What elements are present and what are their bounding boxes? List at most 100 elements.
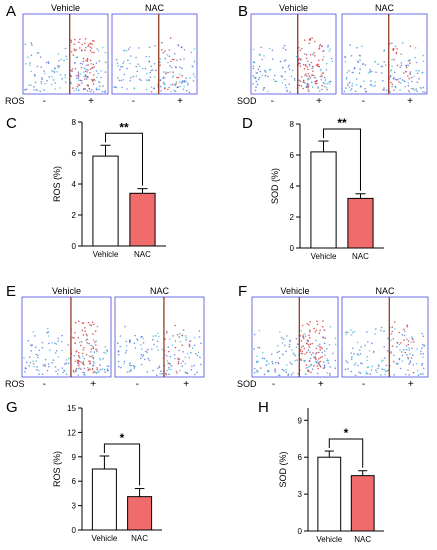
facs-dot — [79, 73, 82, 75]
facs-dot — [399, 367, 402, 370]
facs-dot — [284, 344, 286, 347]
facs-dot — [413, 75, 416, 78]
facs-dot-positive — [405, 71, 407, 73]
facs-dot — [197, 351, 200, 354]
facs-dot — [352, 331, 354, 334]
facs-frame — [341, 13, 428, 95]
facs-dot — [134, 365, 136, 368]
sign-positive: + — [90, 379, 96, 390]
facs-dot — [53, 71, 56, 73]
facs-dot — [148, 61, 150, 63]
facs-dot — [422, 91, 424, 93]
facs-frame — [22, 13, 109, 95]
facs-dot — [400, 53, 403, 55]
facs-dot — [275, 80, 278, 83]
facs-dot — [349, 44, 352, 46]
facs-dot — [303, 53, 306, 55]
facs-dot-positive — [72, 369, 75, 372]
facs-dot-positive — [91, 368, 94, 370]
facs-dot-positive — [74, 67, 77, 70]
facs-dot — [278, 357, 281, 359]
facs-dot — [186, 372, 188, 375]
significance-label: * — [120, 431, 125, 445]
facs-dot-positive — [321, 88, 323, 91]
facs-dot — [408, 59, 411, 62]
facs-dot — [417, 369, 419, 372]
facs-dot — [58, 65, 61, 67]
facs-dot-positive — [83, 78, 86, 80]
facs-dot — [304, 360, 307, 362]
facs-dot — [48, 365, 50, 368]
facs-dot — [141, 348, 143, 350]
facs-dot — [200, 342, 202, 345]
facs-dot — [329, 326, 332, 328]
facs-dot — [151, 348, 153, 350]
facs-dot — [104, 71, 107, 73]
facs-dot — [399, 89, 401, 91]
facs-dot — [65, 373, 68, 376]
facs-dot — [38, 349, 40, 352]
facs-dot-positive — [303, 79, 305, 82]
facs-plot-nac: NAC - + — [341, 286, 429, 390]
facs-dot — [71, 68, 74, 70]
sign-positive: + — [177, 96, 183, 107]
facs-dot — [191, 347, 194, 350]
facs-dot-positive — [159, 64, 161, 66]
facs-dot — [296, 343, 299, 345]
facs-dot-positive — [298, 57, 301, 60]
facs-dot-positive — [413, 341, 415, 343]
facs-dot — [326, 83, 329, 85]
facs-dot — [354, 66, 356, 69]
facs-dot-positive — [182, 329, 185, 331]
facs-dot — [74, 62, 76, 64]
facs-dot — [422, 60, 425, 63]
facs-dot-positive — [308, 75, 311, 77]
facs-dot — [200, 363, 202, 366]
facs-dot-positive — [89, 42, 92, 45]
facs-dot-positive — [412, 371, 415, 374]
facs-dot — [43, 89, 45, 91]
facs-dot-positive — [85, 74, 87, 77]
facs-dot — [97, 72, 100, 75]
facs-dot — [292, 372, 294, 374]
facs-dot — [327, 44, 329, 47]
facs-dot — [408, 347, 410, 349]
facs-dot — [262, 352, 264, 354]
facs-dot — [253, 371, 256, 374]
facs-dot — [415, 69, 418, 72]
facs-dot — [326, 348, 328, 350]
facs-dot-positive — [308, 334, 310, 337]
facs-dot — [128, 370, 130, 373]
facs-dot — [260, 46, 263, 49]
facs-dot — [56, 71, 58, 73]
facs-dot — [36, 65, 39, 68]
facs-dot — [159, 373, 161, 375]
facs-dot-positive — [305, 53, 308, 56]
facs-dot — [57, 340, 59, 342]
facs-dot — [293, 354, 296, 356]
facs-dot — [59, 73, 62, 76]
facs-dot — [400, 351, 403, 353]
facs-dot-positive — [82, 322, 85, 324]
facs-plot-title: NAC — [375, 3, 395, 13]
facs-dot-positive — [181, 74, 184, 77]
facs-dot — [75, 370, 77, 373]
facs-dot — [378, 365, 380, 367]
facs-dot-positive — [90, 348, 93, 351]
x-tick-label: NAC — [354, 535, 371, 544]
facs-plot-title: NAC — [145, 3, 165, 13]
facs-dot — [381, 65, 384, 68]
facs-dot — [34, 81, 37, 84]
facs-dot — [160, 90, 162, 92]
x-tick-label: NAC — [134, 250, 151, 259]
facs-dot — [188, 91, 191, 94]
facs-dot-positive — [318, 47, 321, 49]
y-tick-label: 6 — [72, 477, 77, 486]
facs-dot — [284, 49, 287, 51]
facs-dot — [85, 78, 88, 80]
facs-dot — [37, 354, 39, 357]
facs-dot — [356, 353, 359, 355]
facs-dot-positive — [322, 336, 325, 339]
facs-dot-positive — [317, 362, 320, 365]
facs-dot — [271, 353, 273, 356]
